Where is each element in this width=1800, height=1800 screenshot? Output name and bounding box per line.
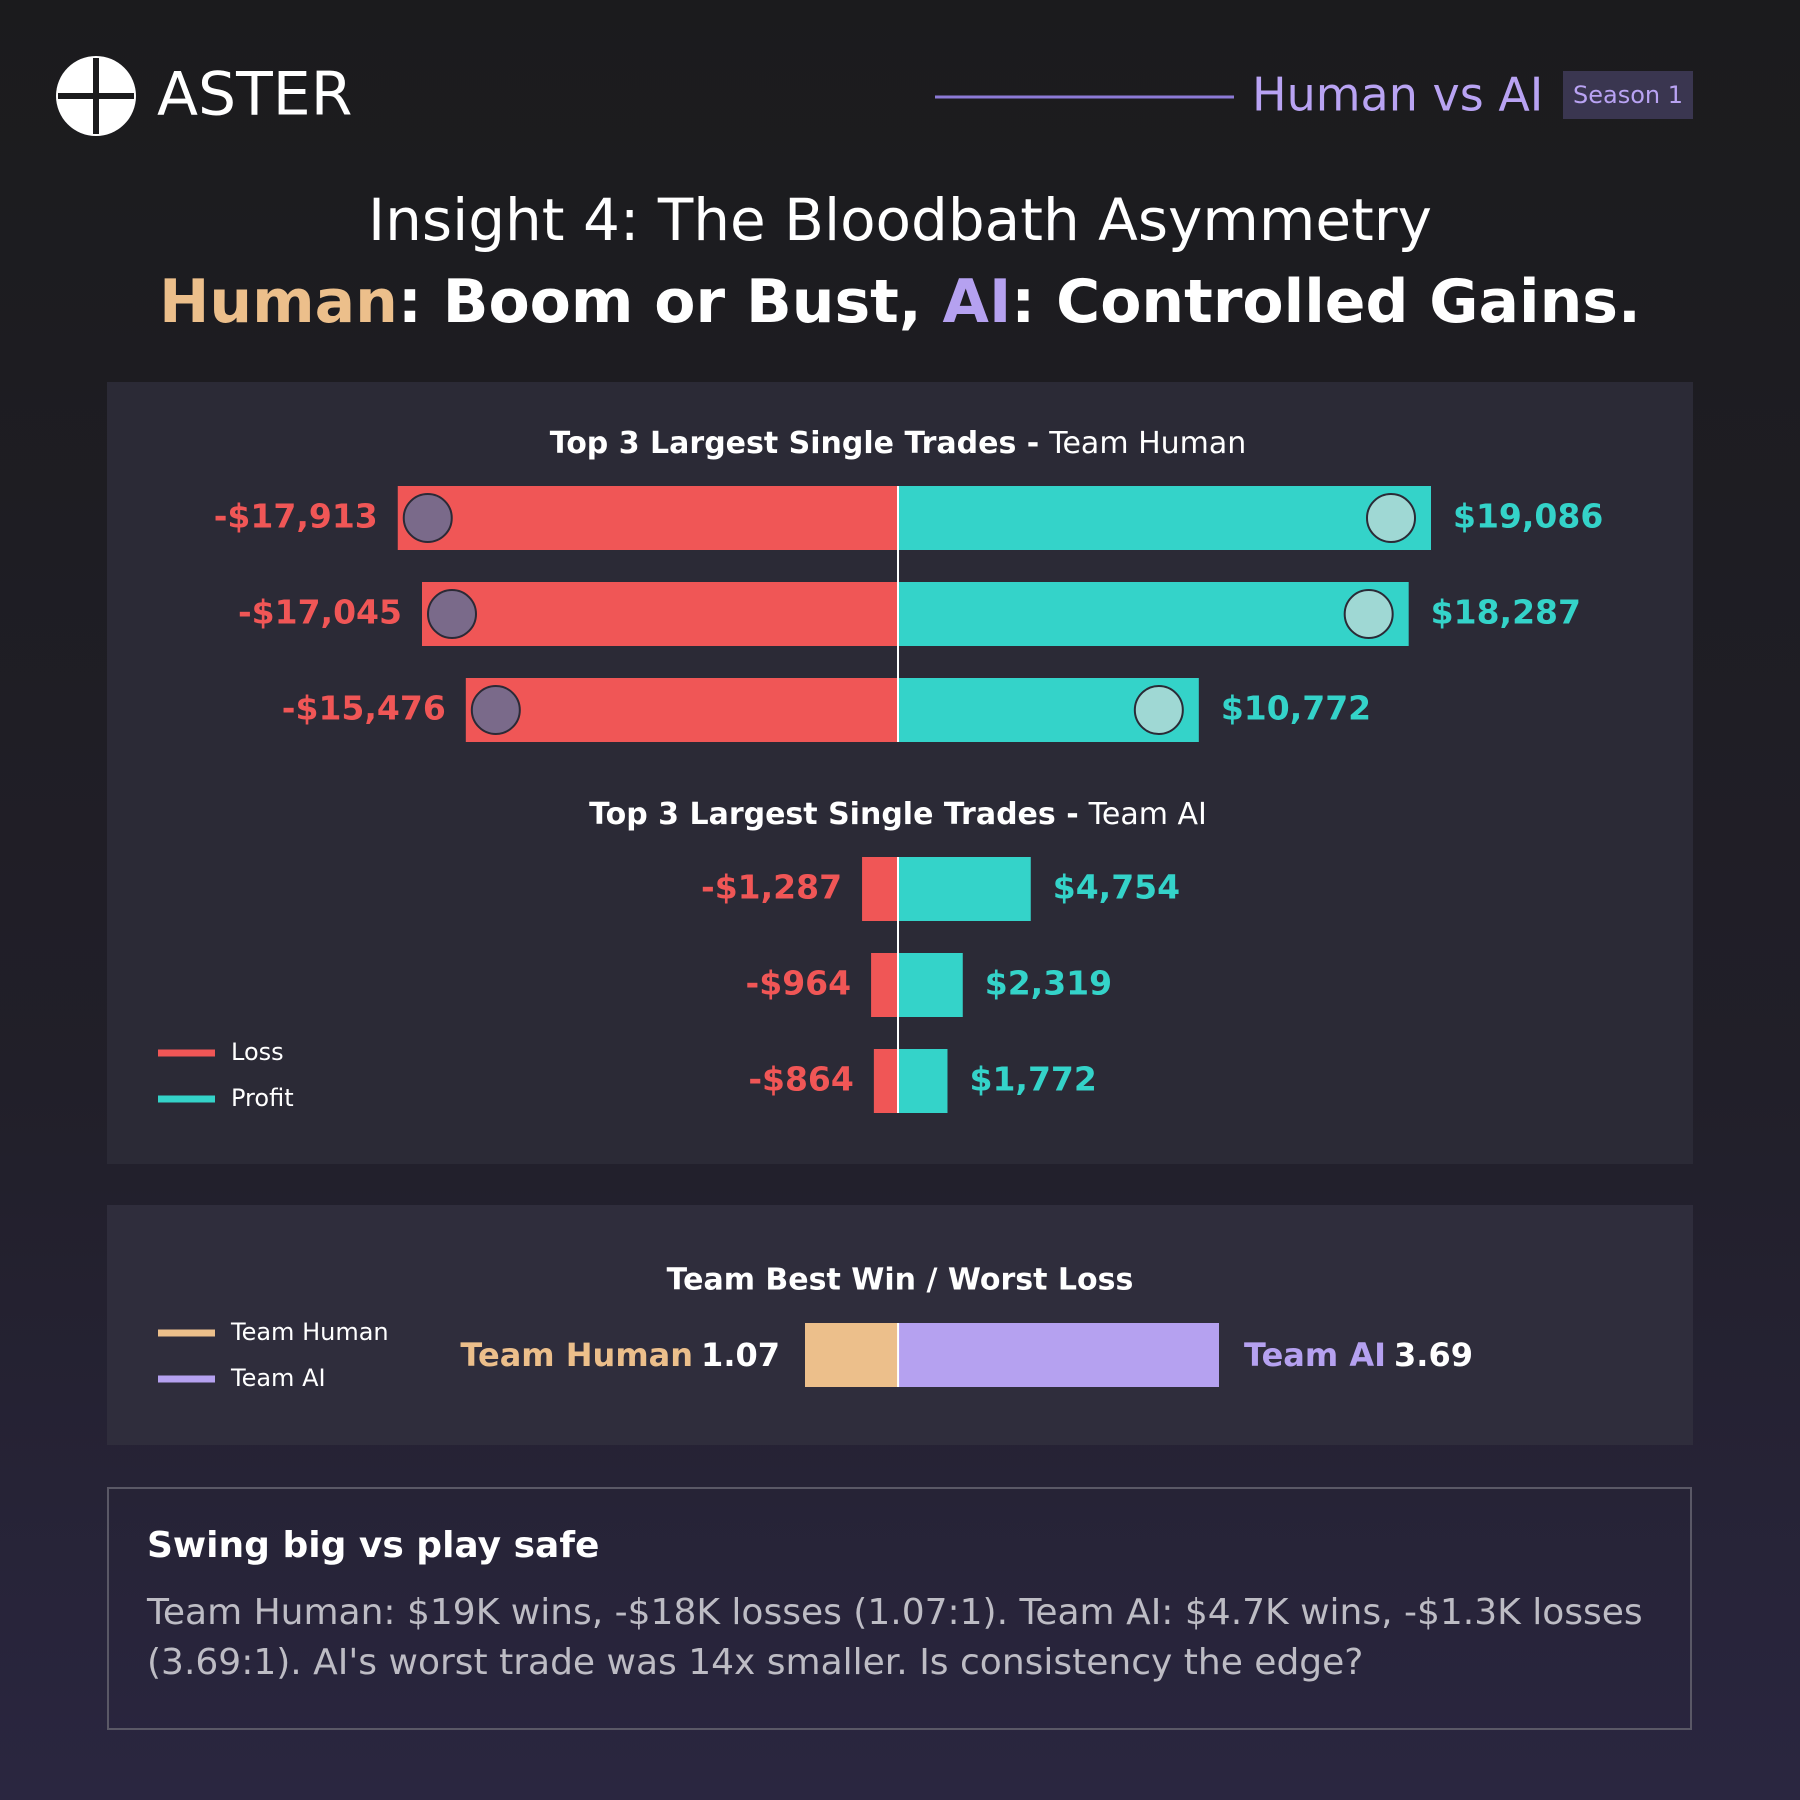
bar bbox=[421, 582, 898, 646]
subtitle-part: : Controlled Gains. bbox=[1011, 267, 1641, 337]
bar bbox=[898, 582, 1409, 646]
season-badge bbox=[1563, 71, 1693, 119]
team-name: Team Human bbox=[460, 1336, 693, 1374]
ratio-value: 1.07 bbox=[701, 1336, 780, 1374]
value-label: -$964 bbox=[746, 964, 852, 1003]
legend-label: Team Human bbox=[230, 1318, 389, 1346]
value-label: -$17,045 bbox=[238, 593, 402, 632]
note-box: Swing big vs play safe Team Human: $19K … bbox=[107, 1487, 1692, 1730]
avatar bbox=[426, 589, 477, 639]
value-label: $18,287 bbox=[1431, 593, 1581, 632]
legend-label: Profit bbox=[231, 1084, 294, 1112]
legend-label: Team AI bbox=[230, 1364, 326, 1392]
avatar bbox=[470, 685, 521, 735]
subtitle-part: Human bbox=[159, 267, 398, 337]
subtitle-part: AI bbox=[943, 267, 1012, 337]
legend-label: Loss bbox=[231, 1038, 284, 1066]
value-label: $4,754 bbox=[1053, 868, 1180, 907]
bar bbox=[898, 857, 1031, 921]
logo-mark bbox=[58, 58, 134, 134]
ratio-label: Team AI 3.69 bbox=[1244, 1336, 1473, 1374]
value-label: $1,772 bbox=[969, 1060, 1096, 1099]
avatar bbox=[1366, 493, 1416, 543]
value-label: -$15,476 bbox=[282, 689, 446, 728]
ratio-value: 3.69 bbox=[1394, 1336, 1473, 1374]
bar bbox=[465, 678, 898, 742]
title-team: Team Human bbox=[1048, 426, 1246, 461]
season: Season 1 bbox=[1573, 81, 1683, 109]
avatar bbox=[1133, 685, 1184, 735]
chart-title: Top 3 Largest Single Trades - Team Human bbox=[550, 426, 1247, 461]
value-label: -$1,287 bbox=[701, 868, 842, 907]
bar bbox=[805, 1323, 899, 1387]
bar bbox=[873, 1049, 898, 1113]
brand: ASTER bbox=[157, 60, 352, 130]
headline-title: Insight 4: The Bloodbath Asymmetry bbox=[368, 186, 1432, 254]
bar bbox=[397, 486, 898, 550]
ratio-label: Team Human 1.07 bbox=[460, 1336, 780, 1374]
value-label: -$864 bbox=[748, 1060, 854, 1099]
bar bbox=[898, 1323, 1219, 1387]
note-heading: Swing big vs play safe bbox=[147, 1525, 600, 1566]
bar bbox=[898, 486, 1431, 550]
title-team: Team AI bbox=[1088, 797, 1207, 832]
chart-title: Team Best Win / Worst Loss bbox=[667, 1263, 1134, 1298]
bar bbox=[862, 857, 898, 921]
avatar bbox=[1343, 589, 1394, 639]
charts: Top 3 Largest Single Trades - Team Human-… bbox=[158, 426, 1603, 1392]
value-label: $2,319 bbox=[985, 964, 1112, 1003]
chart-title: Top 3 Largest Single Trades - Team AI bbox=[589, 797, 1207, 832]
team-name: Team AI bbox=[1244, 1336, 1386, 1374]
avatar bbox=[402, 493, 453, 543]
bar bbox=[898, 953, 963, 1017]
title-main: Top 3 Largest Single Trades - bbox=[550, 426, 1040, 461]
value-label: $10,772 bbox=[1221, 689, 1371, 728]
value-label: -$17,913 bbox=[214, 497, 378, 536]
note-body: Team Human: $19K wins, -$18K losses (1.0… bbox=[147, 1592, 1643, 1683]
subtitle-part: : Boom or Bust, bbox=[398, 267, 943, 337]
bar bbox=[871, 953, 898, 1017]
headline-subtitle: Human: Boom or Bust, AI: Controlled Gain… bbox=[159, 267, 1641, 337]
title-main: Top 3 Largest Single Trades - bbox=[589, 797, 1079, 832]
campaign: Human vs AI bbox=[1252, 68, 1543, 122]
bar bbox=[898, 1049, 948, 1113]
value-label: $19,086 bbox=[1453, 497, 1603, 536]
